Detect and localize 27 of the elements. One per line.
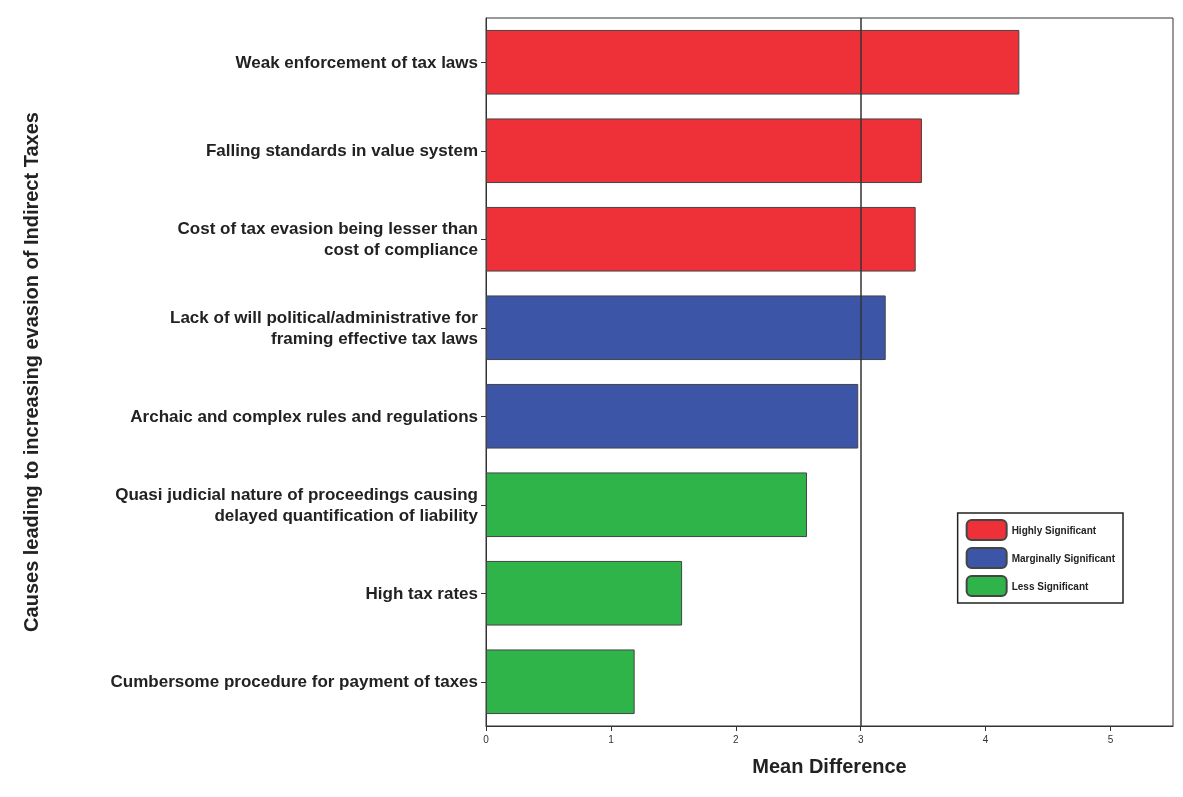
legend-label: Marginally Significant [1011, 552, 1116, 564]
bar [486, 383, 859, 449]
x-tick-label: 5 [1107, 733, 1114, 745]
bar [486, 118, 922, 184]
bar [486, 295, 886, 361]
y-tick-label: Archaic and complex rules and regulations [130, 406, 478, 426]
y-tick-label: Quasi judicial nature of proceedings causing delayed quantification of liability [115, 484, 479, 525]
y-tick-label: High tax rates [365, 583, 478, 603]
bar [486, 560, 683, 626]
y-axis-title: Causes leading to increasing evasion of Indirect Taxes [20, 112, 42, 632]
y-tick-label: Lack of will political/administrative for framing effective tax laws [170, 307, 479, 348]
bar [486, 29, 1020, 95]
y-tick-label: Falling standards in value system [205, 141, 478, 161]
y-tick-label: Cumbersome procedure for payment of taxes [110, 672, 478, 692]
legend-label: Less Significant [1011, 580, 1089, 592]
y-tick-label: Weak enforcement of tax laws [235, 52, 478, 72]
x-tick-label: 1 [608, 733, 615, 745]
legend-label: Highly Significant [1011, 524, 1097, 536]
x-tick-label: 0 [483, 733, 490, 745]
y-tick-label: Cost of tax evasion being lesser than cost of compliance [177, 219, 478, 260]
x-tick-label: 2 [733, 733, 740, 745]
x-tick-label: 3 [857, 733, 864, 745]
bar [486, 206, 916, 272]
x-tick-label: 4 [982, 733, 989, 745]
bar [486, 472, 808, 538]
bar [486, 649, 635, 715]
x-axis-title: Mean Difference [752, 755, 907, 777]
